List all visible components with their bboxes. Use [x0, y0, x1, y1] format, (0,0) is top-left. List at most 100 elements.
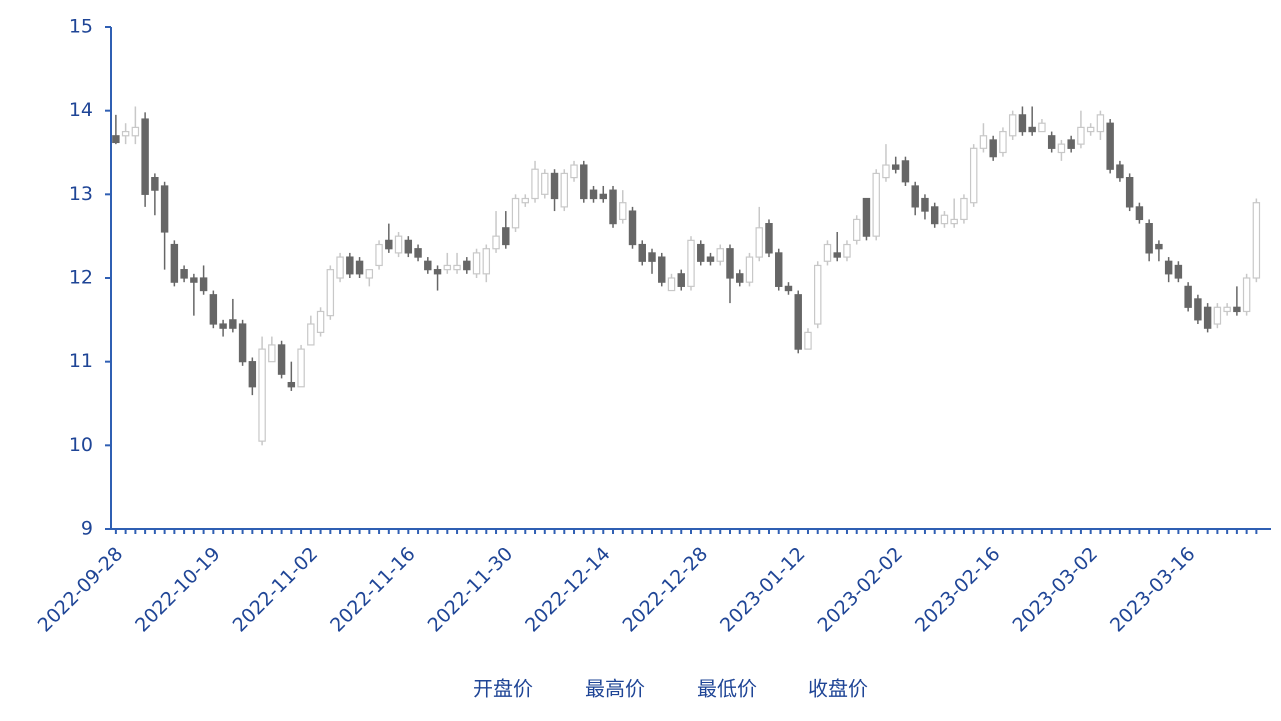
x-tick-label: 2022-10-19 — [131, 543, 225, 637]
candle-body — [336, 256, 344, 279]
candle-body — [209, 294, 218, 325]
candle-body — [346, 256, 354, 275]
candle-body — [121, 130, 130, 137]
candle-body — [511, 197, 520, 229]
candle-body — [658, 256, 666, 283]
candle-body — [190, 277, 198, 283]
candle-body — [619, 202, 627, 221]
candle-body — [580, 164, 588, 200]
candle-body — [911, 185, 919, 208]
x-tick-label: 2022-11-02 — [229, 543, 323, 637]
candle-body — [297, 348, 305, 388]
candle-body — [1174, 264, 1183, 279]
candle-body — [667, 277, 676, 292]
y-tick-label: 13 — [69, 183, 93, 205]
candle-body — [463, 260, 471, 271]
candle-body — [1135, 206, 1144, 221]
candle-body — [385, 239, 393, 250]
legend-entry: 开盘价 — [473, 677, 533, 701]
candle-body — [277, 344, 286, 375]
x-tick-label: 2022-11-30 — [424, 543, 518, 637]
candle-body — [570, 164, 578, 179]
candle-body — [599, 193, 607, 200]
candle-body — [1194, 298, 1202, 321]
candle-body — [268, 344, 276, 363]
candle-body — [1008, 114, 1017, 137]
candle-body — [891, 164, 900, 170]
candle-body — [112, 135, 120, 144]
candle-body — [940, 214, 949, 225]
candle-body — [404, 239, 413, 254]
x-tick-label: 2023-02-02 — [813, 543, 907, 637]
candle-body — [1242, 277, 1251, 313]
candle-body — [706, 256, 715, 262]
candle-body — [794, 294, 802, 350]
candle-body — [969, 147, 978, 204]
candle-body — [677, 273, 685, 287]
x-tick-label: 2022-12-28 — [619, 543, 713, 637]
candle-body — [1077, 126, 1085, 145]
candle-body — [1203, 306, 1212, 329]
candle-body — [375, 243, 383, 267]
candle-body — [560, 172, 568, 208]
candle-body — [989, 139, 997, 158]
candle-body — [1038, 122, 1046, 133]
candle-body — [1233, 306, 1241, 313]
candle-body — [394, 235, 403, 254]
candle-body — [979, 135, 988, 149]
candle-body — [1155, 243, 1163, 250]
candle-body — [531, 168, 539, 200]
candle-body — [307, 323, 315, 346]
candle-body — [755, 227, 763, 258]
candle-body — [1184, 285, 1192, 308]
candle-body — [326, 269, 335, 317]
legend-entry: 收盘价 — [808, 677, 868, 701]
y-tick-label: 11 — [69, 350, 93, 372]
candle-body — [180, 269, 188, 279]
x-tick-label: 2023-03-16 — [1106, 543, 1200, 637]
candle-body — [960, 197, 968, 221]
candle-body — [726, 248, 734, 279]
y-tick-label: 9 — [81, 518, 93, 540]
candle-body — [609, 189, 617, 225]
candle-body — [443, 264, 452, 271]
candle-body — [687, 239, 695, 287]
y-tick-label: 10 — [69, 434, 93, 456]
legend-entry: 最低价 — [697, 677, 757, 701]
candle-body — [453, 264, 461, 271]
candle-body — [521, 197, 530, 204]
candle-body — [433, 269, 442, 275]
candle-body — [1106, 122, 1114, 170]
candle-body — [1096, 114, 1105, 133]
candle-body — [1213, 306, 1222, 325]
candle-body — [258, 348, 266, 442]
candle-body — [697, 243, 705, 262]
candle-body — [219, 323, 227, 329]
candle-body — [745, 256, 754, 283]
candle-body — [492, 235, 500, 250]
candle-body — [823, 243, 832, 262]
candle-body — [950, 218, 958, 225]
candle-body — [365, 269, 374, 279]
candle-body — [355, 260, 364, 275]
x-tick-label: 2022-12-14 — [521, 543, 615, 637]
candle-body — [472, 252, 481, 275]
candle-body — [775, 252, 783, 287]
candle-body — [921, 197, 929, 212]
candle-body — [784, 285, 793, 292]
candle-body — [160, 185, 169, 233]
x-tick-label: 2022-11-16 — [326, 543, 420, 637]
candle-body — [1145, 223, 1153, 254]
candle-body — [1086, 126, 1095, 133]
y-tick-label: 15 — [69, 16, 93, 38]
candle-body — [589, 189, 598, 200]
candle-body — [901, 160, 910, 183]
candle-body — [170, 243, 179, 283]
candle-body — [736, 273, 744, 283]
candle-body — [1057, 143, 1066, 154]
legend: 开盘价 最高价 最低价 收盘价 — [473, 677, 868, 701]
candle-body — [1164, 260, 1173, 275]
candle-body — [930, 206, 939, 225]
x-tick-label: 2022-09-28 — [34, 543, 128, 637]
